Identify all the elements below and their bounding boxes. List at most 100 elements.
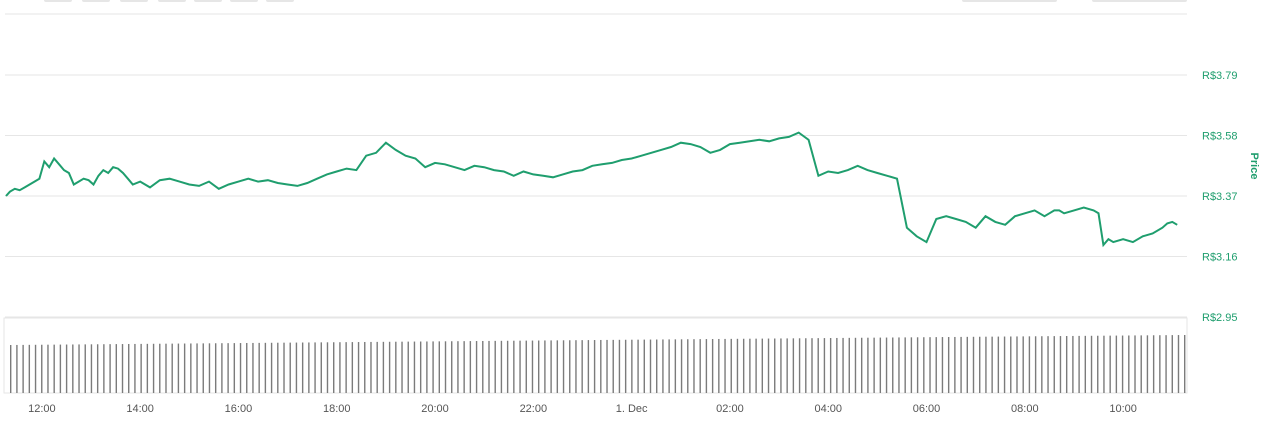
volume-bar bbox=[177, 343, 180, 393]
volume-bar bbox=[1034, 336, 1037, 393]
y-tick-label: R$3.16 bbox=[1202, 252, 1237, 264]
volume-bar bbox=[1140, 335, 1142, 393]
range-button-1[interactable] bbox=[44, 0, 72, 2]
volume-bar bbox=[258, 342, 260, 393]
volume-bar bbox=[1047, 336, 1049, 393]
volume-bar bbox=[1090, 335, 1093, 393]
grid-lines bbox=[5, 13, 1187, 318]
volume-bar bbox=[979, 336, 981, 393]
volume-bar bbox=[47, 344, 49, 393]
volume-bar bbox=[1003, 336, 1006, 393]
volume-bar bbox=[581, 340, 583, 393]
volume-bar bbox=[438, 341, 440, 393]
volume-bar bbox=[1097, 335, 1099, 393]
volume-bar bbox=[817, 338, 819, 393]
volume-bar bbox=[662, 339, 664, 393]
volume-bar bbox=[1109, 335, 1111, 393]
volume-bar bbox=[1165, 335, 1167, 393]
volume-bar bbox=[1146, 335, 1149, 393]
volume-bar bbox=[190, 343, 192, 393]
x-tick-label: 04:00 bbox=[814, 403, 842, 415]
range-button-3[interactable] bbox=[120, 0, 148, 2]
volume-bar bbox=[301, 342, 304, 393]
volume-bar bbox=[488, 340, 490, 393]
volume-bar bbox=[656, 339, 658, 393]
volume-bar bbox=[264, 342, 267, 393]
volume-bar bbox=[134, 343, 136, 393]
volume-bar bbox=[854, 337, 857, 393]
volume-bar bbox=[90, 344, 93, 393]
volume-bar bbox=[767, 338, 770, 393]
volume-bar bbox=[705, 339, 708, 393]
volume-bar bbox=[53, 344, 55, 393]
volume-bar bbox=[333, 342, 335, 393]
volume-bar bbox=[413, 341, 416, 393]
volume-bar bbox=[1115, 335, 1118, 393]
volume-bar bbox=[885, 337, 888, 393]
volume-bar bbox=[618, 339, 621, 393]
volume-bar bbox=[395, 341, 397, 393]
volume-bar bbox=[1121, 335, 1124, 393]
volume-bar bbox=[121, 344, 124, 393]
volume-bar bbox=[171, 343, 173, 393]
volume-bar bbox=[997, 336, 1000, 393]
volume-bar bbox=[606, 339, 608, 393]
volume-bar bbox=[506, 340, 509, 393]
volume-bar bbox=[382, 341, 385, 393]
volume-bar bbox=[72, 344, 74, 393]
x-tick-label: 1. Dec bbox=[616, 403, 648, 415]
volume-bar bbox=[829, 338, 832, 393]
volume-bar bbox=[34, 344, 37, 393]
volume-bar bbox=[41, 344, 43, 393]
x-tick-label: 02:00 bbox=[716, 403, 744, 415]
volume-bar bbox=[84, 344, 86, 393]
volume-bar bbox=[339, 342, 341, 393]
volume-bar bbox=[680, 339, 683, 393]
volume-bar bbox=[711, 339, 714, 393]
volume-bar bbox=[401, 341, 403, 393]
volume-bar bbox=[320, 342, 322, 393]
volume-bar bbox=[519, 340, 521, 393]
volume-bar bbox=[270, 342, 273, 393]
volume-bar bbox=[22, 344, 24, 393]
volume-bar bbox=[426, 341, 428, 393]
x-tick-label: 06:00 bbox=[913, 403, 941, 415]
volume-bar bbox=[718, 338, 720, 393]
x-axis-ticks: 12:00 14:00 16:00 18:00 20:00 22:00 1. Dec 02:0… bbox=[28, 403, 1137, 415]
date-from-input[interactable] bbox=[962, 0, 1057, 2]
top-controls bbox=[0, 0, 1268, 4]
volume-bar bbox=[115, 344, 117, 393]
volume-bar bbox=[674, 339, 677, 393]
volume-bar bbox=[792, 338, 795, 393]
volume-bar bbox=[469, 341, 472, 393]
volume-bar bbox=[376, 341, 378, 393]
volume-bar bbox=[146, 343, 149, 393]
volume-bar bbox=[475, 341, 478, 393]
x-tick-label: 22:00 bbox=[520, 403, 548, 415]
x-tick-label: 18:00 bbox=[323, 403, 351, 415]
range-button-4[interactable] bbox=[158, 0, 186, 2]
volume-bar bbox=[724, 338, 726, 393]
volume-bar bbox=[525, 340, 527, 393]
date-to-input[interactable] bbox=[1092, 0, 1187, 2]
volume-bar bbox=[1152, 335, 1155, 393]
range-button-5[interactable] bbox=[194, 0, 222, 2]
range-button-2[interactable] bbox=[82, 0, 110, 2]
volume-bar bbox=[351, 342, 354, 393]
volume-bar bbox=[755, 338, 757, 393]
volume-bar bbox=[183, 343, 186, 393]
volume-bar bbox=[600, 339, 602, 393]
y-axis-ticks: R$3.79 R$3.58 R$3.37 R$3.16 R$2.95 bbox=[1202, 70, 1237, 324]
volume-bar bbox=[444, 341, 447, 393]
volume-bar bbox=[537, 340, 540, 393]
volume-bar bbox=[668, 339, 670, 393]
range-button-7[interactable] bbox=[266, 0, 294, 2]
volume-bar bbox=[370, 341, 372, 393]
volume-bar bbox=[28, 344, 31, 393]
y-tick-label: R$3.37 bbox=[1202, 191, 1237, 203]
volume-bar bbox=[730, 338, 732, 393]
volume-bar bbox=[879, 337, 882, 393]
range-button-6[interactable] bbox=[230, 0, 258, 2]
volume-bar bbox=[1016, 336, 1018, 393]
volume-bar bbox=[65, 344, 68, 393]
